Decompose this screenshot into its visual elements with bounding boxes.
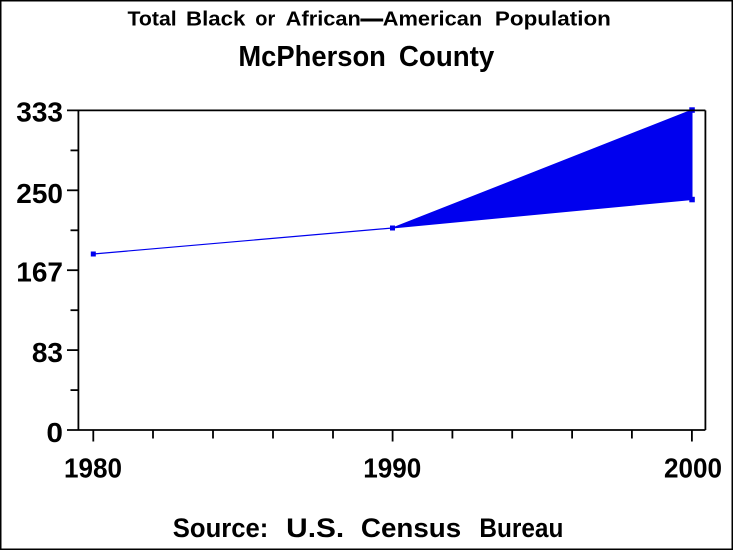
svg-text:or: or: [255, 9, 275, 31]
svg-text:U.S.: U.S.: [286, 513, 344, 543]
svg-text:2000: 2000: [664, 453, 722, 484]
svg-text:Source:: Source:: [173, 513, 268, 543]
svg-text:Census: Census: [361, 513, 461, 543]
svg-text:Bureau: Bureau: [479, 513, 563, 543]
svg-text:333: 333: [16, 97, 63, 128]
svg-text:1990: 1990: [363, 453, 421, 484]
svg-text:African—American: African —American: [286, 9, 483, 31]
svg-text:Population: Population: [495, 9, 611, 31]
svg-text:250: 250: [16, 178, 63, 209]
svg-text:McPherson: McPherson: [238, 41, 386, 73]
svg-text:0: 0: [46, 417, 63, 448]
svg-text:1980: 1980: [64, 453, 122, 484]
svg-text:167: 167: [16, 257, 63, 288]
svg-text:Total: Total: [128, 9, 177, 31]
svg-text:Black: Black: [186, 9, 246, 31]
svg-text:County: County: [399, 41, 494, 73]
svg-text:83: 83: [32, 337, 63, 368]
